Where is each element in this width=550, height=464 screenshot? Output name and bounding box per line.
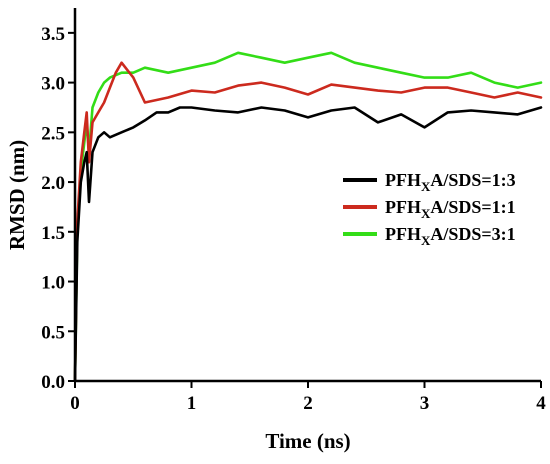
- legend-label-main: PFH: [385, 170, 421, 190]
- x-tick-label: 2: [303, 393, 313, 414]
- axes-layer: [73, 8, 541, 383]
- x-tick-label: 0: [70, 393, 80, 414]
- x-tick-label: 4: [536, 393, 546, 414]
- legend-label-main: PFH: [385, 224, 421, 244]
- series-line-0: [73, 106, 543, 383]
- legend-label-subscript: X: [421, 233, 431, 248]
- series-layer: [73, 51, 543, 383]
- y-tick-label: 2.5: [41, 123, 65, 144]
- y-tick-label: 3.5: [41, 24, 65, 45]
- y-tick-label: 0.5: [41, 322, 65, 343]
- legend-label-0: PFHXA/SDS=1:3: [385, 170, 516, 194]
- y-axis-label: RMSD (nm): [5, 140, 29, 250]
- x-tick-label: 3: [420, 393, 430, 414]
- legend-label-1: PFHXA/SDS=1:1: [385, 197, 516, 221]
- series-line-1: [73, 61, 543, 383]
- legend-label-subscript: X: [421, 179, 431, 194]
- x-axis-label: Time (ns): [265, 429, 350, 453]
- y-tick-label: 2.0: [41, 173, 65, 194]
- y-tick-label: 3.0: [41, 74, 65, 95]
- legend-label-subscript: X: [421, 206, 431, 221]
- legend-label-2: PFHXA/SDS=3:1: [385, 224, 516, 248]
- y-tick-label: 1.5: [41, 223, 65, 244]
- y-tick-label: 1.0: [41, 273, 65, 294]
- legend-label-main: PFH: [385, 197, 421, 217]
- legend-label-tail: A/SDS=1:1: [430, 197, 515, 217]
- y-tick-label: 0.0: [41, 372, 65, 393]
- legend-label-tail: A/SDS=3:1: [430, 224, 515, 244]
- ticks-layer: 0 1 2 3 4 0.0 0.5 1.0 1.5 2.0 2.5 3.0 3.5: [41, 24, 546, 414]
- x-tick-label: 1: [187, 393, 197, 414]
- legend-label-tail: A/SDS=1:3: [430, 170, 515, 190]
